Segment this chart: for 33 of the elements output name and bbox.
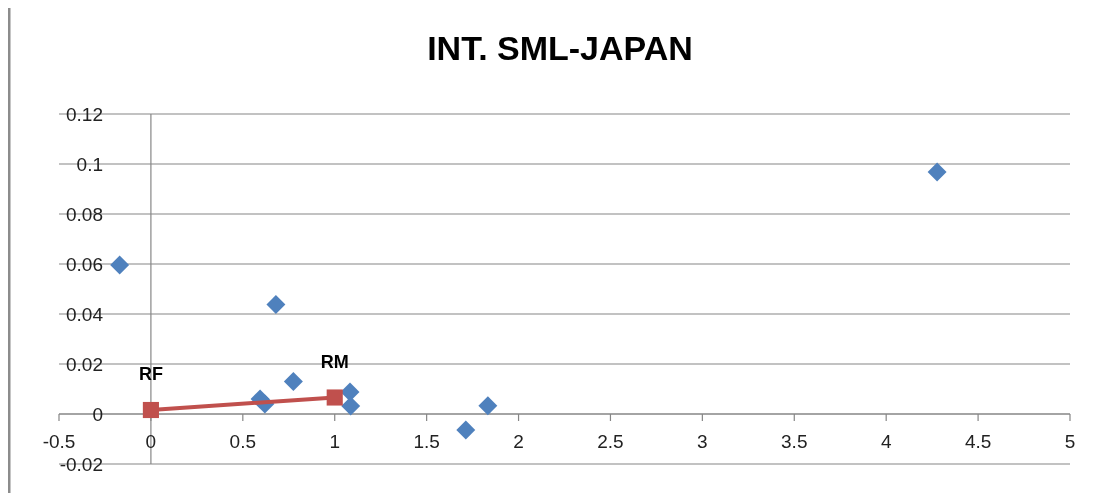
x-tick-label: 0.5 bbox=[229, 431, 257, 452]
y-tick-label: 0.04 bbox=[66, 303, 104, 325]
x-tick-label: 5 bbox=[1064, 431, 1076, 452]
point bbox=[326, 389, 343, 406]
x-tick-label: 1 bbox=[329, 431, 341, 452]
y-tick-label: 0.1 bbox=[76, 153, 103, 175]
point bbox=[340, 382, 360, 402]
point bbox=[478, 396, 498, 416]
x-tick-label: 2 bbox=[513, 431, 524, 452]
point bbox=[142, 401, 159, 419]
x-tick-label: 4 bbox=[880, 431, 892, 452]
y-tick-label: 0.06 bbox=[66, 253, 103, 275]
point bbox=[341, 396, 361, 416]
annotation: RF bbox=[138, 364, 163, 384]
point bbox=[266, 295, 286, 314]
x-tick-label: 3 bbox=[697, 431, 708, 452]
x-tick-label: 2.5 bbox=[597, 431, 624, 452]
chart-title: INT. SML-JAPAN bbox=[427, 29, 693, 67]
y-tick-label: 0 bbox=[92, 403, 103, 425]
y-tick-label: 0.08 bbox=[66, 203, 103, 225]
x-tick-label: -0.5 bbox=[42, 431, 76, 452]
point bbox=[927, 162, 947, 182]
y-tick-label: -0.02 bbox=[59, 453, 103, 475]
point bbox=[283, 372, 303, 391]
y-tick-label: 0.02 bbox=[66, 353, 103, 375]
x-tick-label: 1.5 bbox=[413, 431, 440, 452]
x-tick-label: 0 bbox=[145, 431, 157, 452]
x-tick-label: 4.5 bbox=[964, 431, 992, 452]
y-tick-label: 0.12 bbox=[66, 103, 103, 125]
point bbox=[110, 255, 130, 275]
annotation: RM bbox=[320, 351, 349, 372]
x-tick-label: 3.5 bbox=[781, 431, 808, 452]
point bbox=[456, 420, 476, 440]
